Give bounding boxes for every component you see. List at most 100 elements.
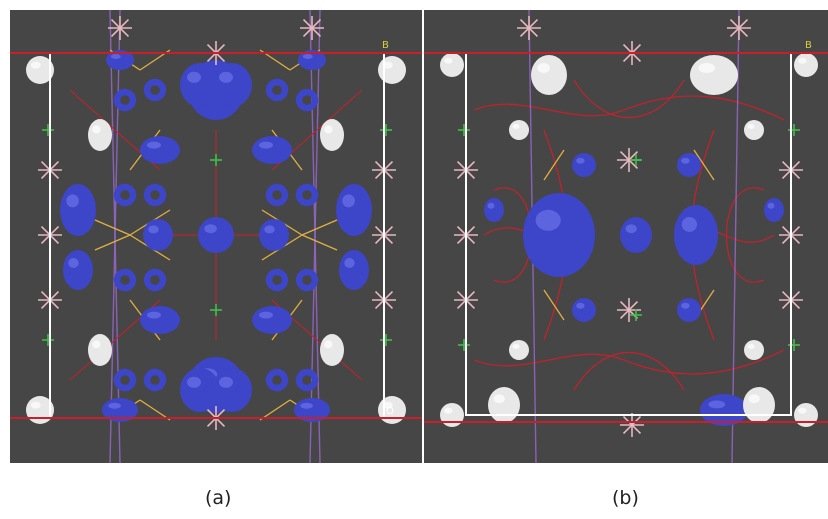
blob-positive — [523, 193, 595, 277]
ring-blob — [265, 78, 289, 102]
contour-line — [573, 352, 685, 391]
blob-positive — [143, 219, 173, 251]
ring-blob — [143, 183, 167, 207]
ring-blob — [265, 268, 289, 292]
blob-positive — [336, 184, 372, 236]
blob-positive — [572, 298, 596, 322]
panel-a: B O — [10, 10, 422, 463]
density-map-a: B O — [10, 10, 422, 463]
axis-line — [109, 10, 121, 463]
blob-positive — [212, 63, 252, 107]
atom-star — [517, 16, 541, 40]
cross-marker — [380, 334, 392, 346]
ring-blob — [113, 183, 137, 207]
contour-line — [573, 79, 685, 118]
cross-marker — [458, 339, 470, 351]
cross-marker — [788, 124, 800, 136]
ring-blob — [143, 268, 167, 292]
blob-negative — [440, 53, 464, 77]
blob-positive — [484, 198, 504, 222]
atom-star — [108, 16, 132, 40]
blob-negative — [794, 53, 818, 77]
blob-positive — [140, 306, 180, 334]
blob-positive — [572, 153, 596, 177]
atom-star — [300, 16, 324, 40]
ring-blob — [295, 88, 319, 112]
blob-positive — [700, 394, 748, 426]
blob-positive — [180, 368, 220, 412]
blob-negative — [88, 119, 112, 151]
bond — [543, 289, 565, 321]
panel-b: B — [424, 10, 828, 463]
blob-positive — [180, 63, 220, 107]
blob-positive — [674, 205, 718, 265]
blob-negative — [690, 55, 738, 95]
blob-positive — [212, 368, 252, 412]
caption-b: (b) — [612, 487, 639, 509]
axis-label-b-b: B — [805, 40, 812, 51]
cross-marker — [210, 304, 222, 316]
blob-negative — [794, 403, 818, 427]
contour-line — [473, 95, 785, 121]
axis-label-b-a: B — [382, 40, 389, 51]
blob-negative — [88, 334, 112, 366]
blob-negative — [743, 387, 775, 423]
blob-negative — [509, 120, 529, 140]
blob-positive — [764, 198, 784, 222]
axis-line — [309, 10, 321, 463]
contour-line — [473, 349, 785, 375]
bond — [94, 234, 131, 251]
ring-blob — [265, 368, 289, 392]
density-map-b: B — [424, 10, 828, 463]
blob-positive — [677, 298, 701, 322]
cross-marker — [630, 309, 642, 321]
ring-blob — [143, 368, 167, 392]
blob-negative — [744, 120, 764, 140]
blob-positive — [677, 153, 701, 177]
ring-blob — [295, 268, 319, 292]
atom-star — [727, 16, 751, 40]
blob-negative — [320, 119, 344, 151]
blob-negative — [744, 340, 764, 360]
axis-line — [731, 10, 740, 463]
ring-blob — [113, 368, 137, 392]
blob-negative — [320, 334, 344, 366]
bond — [94, 219, 131, 236]
bond — [259, 399, 291, 421]
blob-positive — [198, 217, 234, 253]
isosurface-blobs-a — [26, 50, 406, 424]
ring-blob — [295, 368, 319, 392]
blob-positive — [63, 250, 93, 290]
caption-a: (a) — [205, 487, 232, 509]
blob-positive — [252, 136, 292, 164]
blob-negative — [488, 387, 520, 423]
bond — [301, 234, 338, 251]
cross-marker — [380, 124, 392, 136]
bond — [301, 219, 338, 236]
bond — [543, 149, 565, 181]
cross-markers-a — [42, 124, 392, 346]
blob-positive — [102, 398, 138, 422]
bond — [139, 399, 171, 421]
blob-positive — [620, 217, 652, 253]
contour-line — [725, 187, 765, 283]
atom-star — [617, 298, 641, 322]
blob-positive — [252, 306, 292, 334]
ring-blob — [113, 268, 137, 292]
blob-positive — [339, 250, 369, 290]
cross-marker — [42, 124, 54, 136]
blob-negative — [531, 55, 567, 95]
origin-label-a: O — [386, 406, 394, 417]
ring-blob — [295, 183, 319, 207]
blob-negative — [509, 340, 529, 360]
blob-positive — [60, 184, 96, 236]
blob-positive — [106, 50, 134, 70]
blob-positive — [298, 50, 326, 70]
ring-blob — [143, 78, 167, 102]
cross-marker — [458, 124, 470, 136]
isosurface-blobs-b — [440, 53, 818, 427]
blob-negative — [378, 56, 406, 84]
atom-star — [620, 413, 644, 437]
cross-marker — [788, 339, 800, 351]
ring-blob — [265, 183, 289, 207]
